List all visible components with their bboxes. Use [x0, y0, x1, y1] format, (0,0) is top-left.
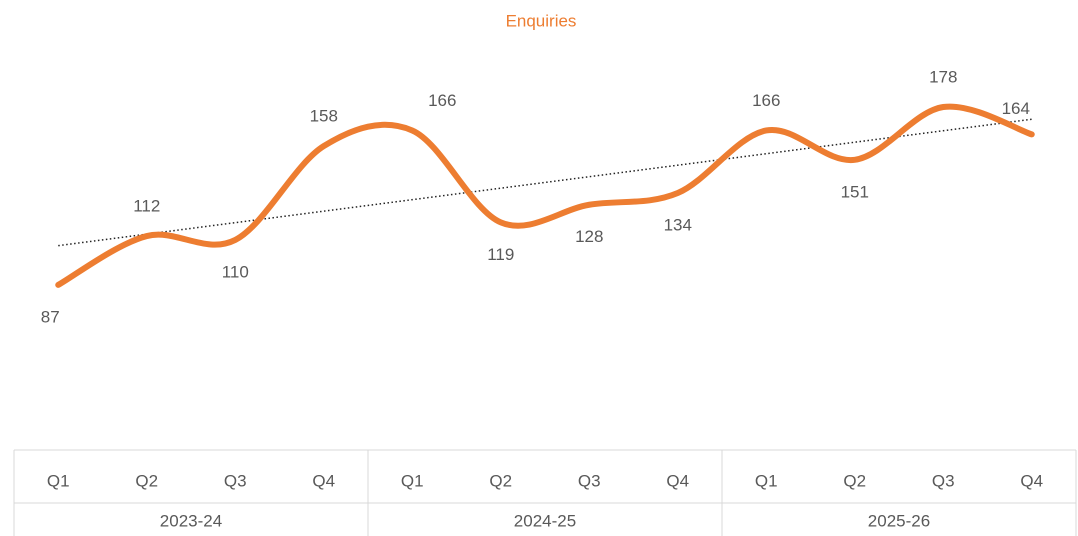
data-label: 164 [1002, 99, 1030, 118]
data-label: 87 [41, 307, 60, 326]
data-label: 110 [222, 262, 249, 281]
data-label: 119 [487, 245, 514, 264]
data-label: 178 [929, 67, 957, 86]
x-tick-label: Q4 [666, 471, 689, 490]
x-tick-label: Q3 [578, 471, 601, 490]
x-tick-label: Q2 [843, 471, 866, 490]
group-label: 2025-26 [868, 511, 930, 530]
trendline [58, 118, 1032, 247]
data-label: 128 [575, 227, 603, 246]
x-tick-label: Q4 [1020, 471, 1043, 490]
x-tick-label: Q1 [401, 471, 424, 490]
x-tick-label: Q2 [489, 471, 512, 490]
x-tick-label: Q1 [47, 471, 70, 490]
data-label: 158 [310, 107, 338, 126]
x-tick-label: Q4 [312, 471, 335, 490]
chart-title: Enquiries [506, 11, 577, 30]
data-label: 166 [428, 91, 456, 110]
data-label: 134 [664, 216, 692, 235]
data-label: 151 [841, 182, 869, 201]
x-tick-label: Q1 [755, 471, 778, 490]
line-series [55, 103, 1035, 288]
x-tick-label: Q3 [932, 471, 955, 490]
group-label: 2024-25 [514, 511, 576, 530]
x-tick-label: Q2 [135, 471, 158, 490]
x-tick-label: Q3 [224, 471, 247, 490]
data-label: 166 [752, 91, 780, 110]
data-label: 112 [133, 197, 160, 216]
group-label: 2023-24 [160, 511, 222, 530]
